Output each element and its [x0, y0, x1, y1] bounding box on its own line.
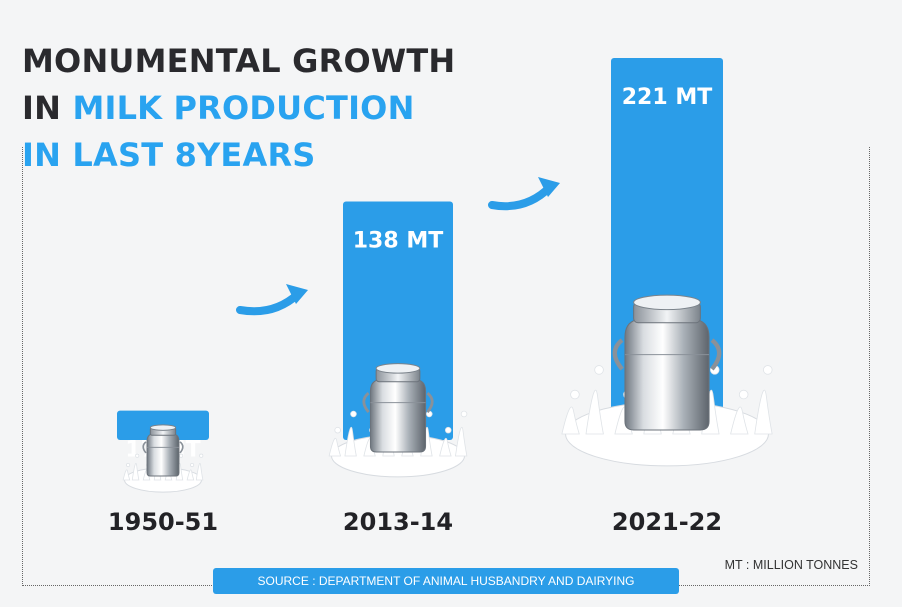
- category-label: 2021-22: [612, 508, 722, 536]
- arrow-icon: [236, 284, 308, 316]
- category-label: 1950-51: [108, 508, 218, 536]
- title-line-2-highlight: MILK PRODUCTION: [72, 89, 415, 127]
- milk-can-icon: [612, 294, 722, 431]
- source-banner: SOURCE : DEPARTMENT OF ANIMAL HUSBANDRY …: [213, 568, 679, 594]
- title-line-3: IN LAST 8YEARS: [22, 136, 316, 174]
- page-title: MONUMENTAL GROWTH IN MILK PRODUCTION IN …: [22, 38, 455, 179]
- bar-value-label: 138 MT: [353, 228, 443, 253]
- unit-note: MT : MILLION TONNES: [724, 558, 858, 572]
- title-line-2: IN MILK PRODUCTION: [22, 85, 455, 132]
- milk-can-icon: [142, 424, 184, 477]
- title-line-1: MONUMENTAL GROWTH: [22, 42, 456, 80]
- category-label: 2013-14: [343, 508, 453, 536]
- title-line-2-prefix: IN: [22, 89, 73, 127]
- arrow-icon: [488, 177, 560, 211]
- bar-value-label: 221 MT: [622, 85, 712, 110]
- bar: [343, 201, 453, 440]
- milk-can-icon: [362, 363, 434, 453]
